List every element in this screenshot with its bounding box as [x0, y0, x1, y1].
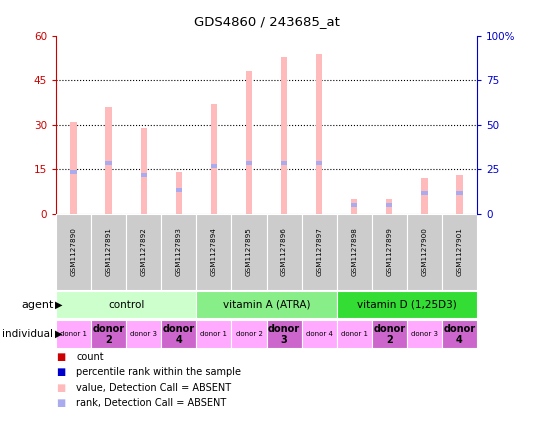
- Text: donor 4: donor 4: [306, 331, 333, 337]
- Text: ▶: ▶: [55, 329, 63, 339]
- Text: GSM1127893: GSM1127893: [176, 227, 182, 276]
- Text: GSM1127901: GSM1127901: [456, 227, 463, 276]
- Text: ■: ■: [56, 352, 65, 362]
- Text: GSM1127890: GSM1127890: [70, 227, 77, 276]
- Bar: [141, 128, 147, 214]
- Bar: [91, 214, 126, 290]
- Bar: [231, 320, 266, 348]
- Bar: [386, 203, 392, 207]
- Bar: [211, 164, 217, 168]
- Bar: [70, 170, 77, 174]
- Bar: [421, 178, 427, 214]
- Text: individual: individual: [2, 329, 53, 339]
- Text: GSM1127892: GSM1127892: [141, 227, 147, 276]
- Text: donor 1: donor 1: [341, 331, 368, 337]
- Text: ■: ■: [56, 383, 65, 393]
- Bar: [106, 161, 112, 165]
- Bar: [302, 214, 337, 290]
- Text: vitamin A (ATRA): vitamin A (ATRA): [223, 299, 310, 310]
- Bar: [456, 175, 463, 214]
- Bar: [211, 104, 217, 214]
- Bar: [351, 203, 358, 207]
- Bar: [316, 54, 322, 214]
- Text: ■: ■: [56, 398, 65, 408]
- Text: donor 2: donor 2: [236, 331, 262, 337]
- Text: donor 3: donor 3: [411, 331, 438, 337]
- Bar: [337, 291, 477, 319]
- Bar: [442, 214, 477, 290]
- Bar: [196, 214, 231, 290]
- Bar: [281, 161, 287, 165]
- Bar: [407, 320, 442, 348]
- Bar: [281, 57, 287, 214]
- Bar: [456, 191, 463, 195]
- Text: donor
2: donor 2: [93, 324, 125, 345]
- Text: GSM1127900: GSM1127900: [422, 227, 427, 276]
- Bar: [175, 172, 182, 214]
- Bar: [175, 188, 182, 192]
- Bar: [372, 214, 407, 290]
- Bar: [302, 320, 337, 348]
- Text: GSM1127897: GSM1127897: [316, 227, 322, 276]
- Bar: [421, 191, 427, 195]
- Text: GSM1127899: GSM1127899: [386, 227, 392, 276]
- Text: donor 1: donor 1: [200, 331, 228, 337]
- Bar: [141, 173, 147, 177]
- Text: ■: ■: [56, 367, 65, 377]
- Text: donor
4: donor 4: [443, 324, 475, 345]
- Bar: [246, 161, 252, 165]
- Text: GSM1127898: GSM1127898: [351, 227, 357, 276]
- Bar: [56, 320, 91, 348]
- Bar: [337, 320, 372, 348]
- Bar: [196, 291, 337, 319]
- Bar: [161, 320, 196, 348]
- Text: GSM1127894: GSM1127894: [211, 227, 217, 276]
- Bar: [337, 214, 372, 290]
- Text: GSM1127896: GSM1127896: [281, 227, 287, 276]
- Text: percentile rank within the sample: percentile rank within the sample: [76, 367, 241, 377]
- Text: donor 3: donor 3: [130, 331, 157, 337]
- Bar: [196, 320, 231, 348]
- Text: donor
2: donor 2: [373, 324, 406, 345]
- Bar: [372, 320, 407, 348]
- Text: GDS4860 / 243685_at: GDS4860 / 243685_at: [193, 15, 340, 28]
- Text: ▶: ▶: [55, 299, 63, 310]
- Text: GSM1127895: GSM1127895: [246, 227, 252, 276]
- Text: GSM1127891: GSM1127891: [106, 227, 111, 276]
- Bar: [126, 320, 161, 348]
- Bar: [407, 214, 442, 290]
- Text: rank, Detection Call = ABSENT: rank, Detection Call = ABSENT: [76, 398, 227, 408]
- Bar: [231, 214, 266, 290]
- Text: count: count: [76, 352, 104, 362]
- Text: donor
4: donor 4: [163, 324, 195, 345]
- Bar: [91, 320, 126, 348]
- Text: agent: agent: [21, 299, 53, 310]
- Text: value, Detection Call = ABSENT: value, Detection Call = ABSENT: [76, 383, 231, 393]
- Bar: [386, 199, 392, 214]
- Bar: [442, 320, 477, 348]
- Bar: [106, 107, 112, 214]
- Bar: [351, 199, 358, 214]
- Bar: [266, 214, 302, 290]
- Bar: [161, 214, 196, 290]
- Bar: [70, 122, 77, 214]
- Text: donor
3: donor 3: [268, 324, 300, 345]
- Bar: [56, 214, 91, 290]
- Bar: [266, 320, 302, 348]
- Bar: [316, 161, 322, 165]
- Bar: [56, 291, 196, 319]
- Bar: [246, 71, 252, 214]
- Text: donor 1: donor 1: [60, 331, 87, 337]
- Text: vitamin D (1,25D3): vitamin D (1,25D3): [357, 299, 457, 310]
- Text: control: control: [108, 299, 144, 310]
- Bar: [126, 214, 161, 290]
